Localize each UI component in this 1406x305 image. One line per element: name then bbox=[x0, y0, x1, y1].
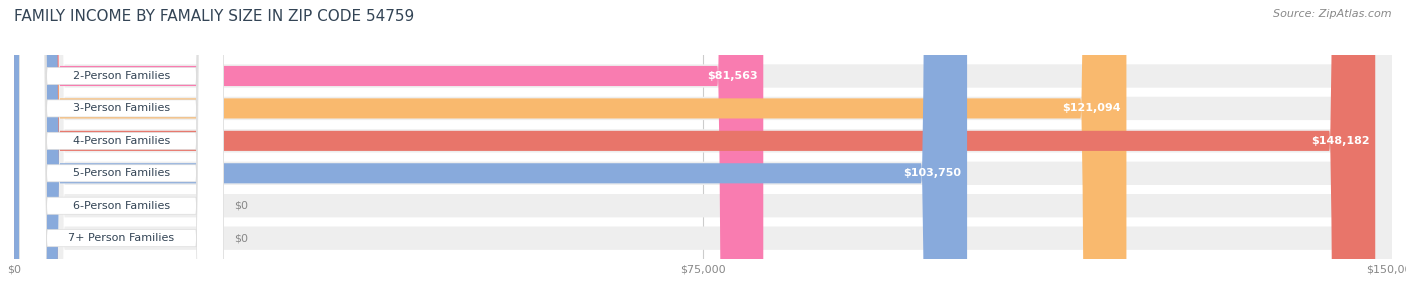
FancyBboxPatch shape bbox=[20, 0, 224, 305]
FancyBboxPatch shape bbox=[14, 0, 1126, 305]
FancyBboxPatch shape bbox=[14, 0, 1392, 305]
Text: Source: ZipAtlas.com: Source: ZipAtlas.com bbox=[1274, 9, 1392, 19]
Text: 6-Person Families: 6-Person Families bbox=[73, 201, 170, 211]
Text: 3-Person Families: 3-Person Families bbox=[73, 103, 170, 113]
FancyBboxPatch shape bbox=[14, 0, 1392, 305]
FancyBboxPatch shape bbox=[14, 0, 1392, 305]
Text: $81,563: $81,563 bbox=[707, 71, 758, 81]
FancyBboxPatch shape bbox=[20, 0, 224, 305]
FancyBboxPatch shape bbox=[14, 0, 1392, 305]
FancyBboxPatch shape bbox=[14, 0, 1392, 305]
Text: $103,750: $103,750 bbox=[904, 168, 962, 178]
FancyBboxPatch shape bbox=[20, 0, 224, 305]
FancyBboxPatch shape bbox=[20, 0, 224, 305]
FancyBboxPatch shape bbox=[14, 0, 1392, 305]
Text: $0: $0 bbox=[235, 201, 249, 211]
Text: 5-Person Families: 5-Person Families bbox=[73, 168, 170, 178]
FancyBboxPatch shape bbox=[14, 0, 763, 305]
Text: FAMILY INCOME BY FAMALIY SIZE IN ZIP CODE 54759: FAMILY INCOME BY FAMALIY SIZE IN ZIP COD… bbox=[14, 9, 415, 24]
Text: 7+ Person Families: 7+ Person Families bbox=[69, 233, 174, 243]
Text: $148,182: $148,182 bbox=[1312, 136, 1369, 146]
FancyBboxPatch shape bbox=[14, 0, 967, 305]
FancyBboxPatch shape bbox=[14, 0, 1375, 305]
FancyBboxPatch shape bbox=[20, 0, 224, 305]
FancyBboxPatch shape bbox=[20, 0, 224, 305]
Text: $121,094: $121,094 bbox=[1063, 103, 1121, 113]
Text: 4-Person Families: 4-Person Families bbox=[73, 136, 170, 146]
Text: $0: $0 bbox=[235, 233, 249, 243]
Text: 2-Person Families: 2-Person Families bbox=[73, 71, 170, 81]
